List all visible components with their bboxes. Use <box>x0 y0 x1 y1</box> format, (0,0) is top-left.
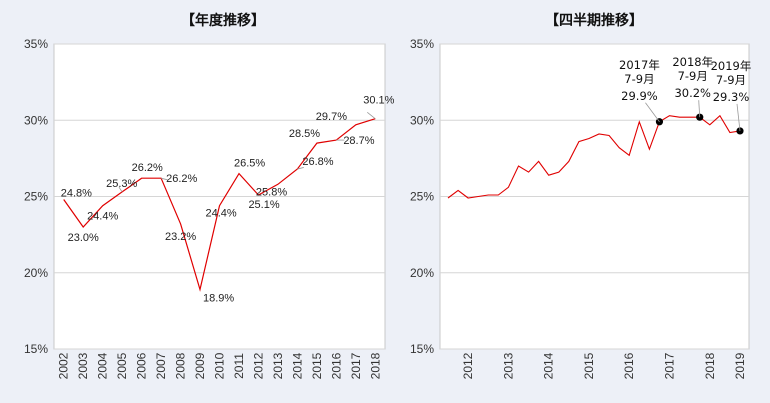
annual-x-tick-label: 2010 <box>213 352 227 379</box>
annual-x-tick-label: 2013 <box>271 352 285 379</box>
annual-data-label: 30.1% <box>363 95 394 107</box>
annual-data-label: 29.7% <box>316 111 347 123</box>
quarterly-y-tick-label: 20% <box>410 266 434 280</box>
quarterly-annotation-year: 2019年 <box>711 59 752 73</box>
quarterly-annotation-quarter: 7-9月 <box>624 72 654 86</box>
annual-x-tick-label: 2007 <box>154 352 168 379</box>
annual-x-tick-label: 2009 <box>193 352 207 379</box>
annual-data-label: 23.0% <box>68 232 99 244</box>
quarterly-x-tick-label: 2012 <box>461 352 475 379</box>
quarterly-y-tick-label: 15% <box>410 342 434 356</box>
quarterly-x-tick-label: 2018 <box>703 352 717 379</box>
annual-x-tick-label: 2006 <box>135 352 149 379</box>
quarterly-annotation-value: 30.2% <box>674 86 711 100</box>
quarterly-x-tick-label: 2019 <box>733 352 747 379</box>
quarterly-y-tick-label: 25% <box>410 190 434 204</box>
annual-y-tick-label: 15% <box>24 342 48 356</box>
annual-data-label: 26.2% <box>132 162 163 174</box>
annual-x-tick-label: 2002 <box>57 352 71 379</box>
quarterly-y-tick-label: 35% <box>410 37 434 51</box>
annual-data-label: 24.4% <box>206 208 237 220</box>
quarterly-annotation-quarter: 7-9月 <box>716 73 746 87</box>
annual-x-tick-label: 2011 <box>232 353 246 379</box>
annual-leader-line <box>367 112 376 120</box>
annual-x-tick-label: 2015 <box>310 352 324 379</box>
quarterly-annotation-year: 2018年 <box>672 55 713 69</box>
quarterly-leader-line <box>645 102 660 123</box>
annual-data-label: 26.8% <box>302 156 333 168</box>
annual-data-label: 28.5% <box>289 128 320 140</box>
annual-y-tick-label: 35% <box>24 37 48 51</box>
quarterly-annotation-quarter: 7-9月 <box>678 69 708 83</box>
annual-y-tick-label: 25% <box>24 190 48 204</box>
annual-x-tick-label: 2004 <box>96 352 110 379</box>
annual-leader-line <box>160 177 168 181</box>
quarterly-highlight-marker <box>655 118 664 126</box>
annual-x-tick-label: 2003 <box>76 352 90 379</box>
annual-data-label: 28.7% <box>343 135 374 147</box>
annual-data-label: 24.8% <box>61 188 92 200</box>
annual-x-tick-label: 2014 <box>290 352 304 379</box>
quarterly-x-tick-label: 2016 <box>622 352 636 379</box>
annual-data-label: 18.9% <box>203 293 234 305</box>
annual-data-label: 25.8% <box>256 186 287 198</box>
annual-series-line <box>63 118 376 292</box>
right-chart-title: 【四半期推移】 <box>545 13 643 29</box>
quarterly-leader-line <box>698 100 701 118</box>
annual-data-label: 25.3% <box>106 178 137 190</box>
left-chart-title: 【年度推移】 <box>181 13 265 29</box>
annual-leader-line <box>118 186 123 193</box>
quarterly-x-tick-label: 2013 <box>501 352 515 379</box>
annual-x-tick-label: 2005 <box>115 352 129 379</box>
quarterly-series-line <box>447 114 741 199</box>
annual-x-tick-label: 2008 <box>174 352 188 379</box>
quarterly-x-tick-label: 2014 <box>542 352 556 379</box>
quarterly-annotation-value: 29.3% <box>713 90 750 104</box>
annual-y-tick-label: 20% <box>24 266 48 280</box>
quarterly-x-tick-label: 2015 <box>582 352 596 379</box>
annual-x-tick-label: 2016 <box>329 352 343 379</box>
annual-x-tick-label: 2012 <box>251 352 265 379</box>
quarterly-leader-line <box>736 103 741 131</box>
annual-x-tick-label: 2018 <box>368 352 382 379</box>
quarterly-y-tick-label: 30% <box>410 113 434 127</box>
annual-data-label: 26.5% <box>234 158 265 170</box>
annual-x-tick-label: 2017 <box>349 352 363 379</box>
annual-y-tick-label: 30% <box>24 113 48 127</box>
quarterly-annotation-value: 29.9% <box>621 89 658 103</box>
quarterly-x-tick-label: 2017 <box>663 352 677 379</box>
annual-data-label: 23.2% <box>165 231 196 243</box>
annual-data-label: 25.1% <box>248 199 279 211</box>
annual-leader-line <box>297 167 304 170</box>
annual-data-label: 26.2% <box>166 173 197 185</box>
annual-data-label: 24.4% <box>87 211 118 223</box>
quarterly-annotation-year: 2017年 <box>619 58 660 72</box>
